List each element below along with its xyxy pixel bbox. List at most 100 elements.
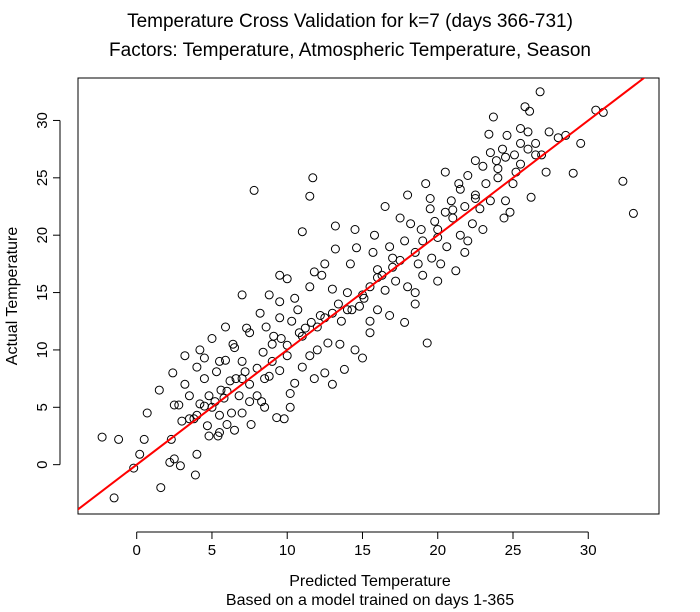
data-point xyxy=(541,167,551,177)
data-point xyxy=(290,293,300,303)
data-point xyxy=(576,138,586,148)
data-point xyxy=(330,244,340,254)
data-point xyxy=(275,270,285,280)
data-point xyxy=(199,374,209,384)
data-point xyxy=(285,389,295,398)
data-point xyxy=(207,334,217,343)
data-point xyxy=(267,356,277,366)
data-point xyxy=(380,202,390,211)
data-point xyxy=(231,374,241,384)
data-point xyxy=(470,190,480,200)
data-point xyxy=(470,156,480,166)
data-point xyxy=(297,362,307,372)
data-point xyxy=(418,236,428,246)
data-point xyxy=(502,130,512,140)
data-point xyxy=(290,378,300,388)
data-point xyxy=(312,345,322,355)
data-point xyxy=(421,179,431,189)
data-point xyxy=(315,311,325,320)
y-axis: 0 5 10 15 20 25 30 xyxy=(34,112,61,469)
data-point xyxy=(440,207,450,217)
data-point xyxy=(327,284,337,294)
data-point xyxy=(237,408,247,418)
data-point xyxy=(199,353,209,363)
data-point xyxy=(342,305,352,315)
data-point xyxy=(335,339,345,349)
data-point xyxy=(245,397,255,407)
data-point xyxy=(499,213,509,223)
data-point xyxy=(478,161,488,171)
data-point xyxy=(365,328,375,338)
data-point xyxy=(544,127,554,137)
data-point xyxy=(373,265,382,275)
data-point xyxy=(215,428,224,437)
data-point xyxy=(455,184,465,194)
data-point xyxy=(245,379,255,389)
data-point xyxy=(260,374,270,384)
data-point xyxy=(287,316,297,326)
data-point xyxy=(365,316,375,326)
data-point xyxy=(207,402,217,412)
data-point xyxy=(481,179,491,189)
data-point xyxy=(531,138,541,148)
data-point xyxy=(279,414,289,424)
data-point xyxy=(628,208,638,218)
data-point xyxy=(516,138,525,148)
data-point xyxy=(531,150,541,160)
x-tick-label: 0 xyxy=(133,542,141,559)
y-tick-label: 5 xyxy=(34,403,51,411)
data-point xyxy=(275,297,285,307)
data-point xyxy=(403,190,413,200)
data-point xyxy=(365,282,375,292)
data-point xyxy=(418,270,428,280)
data-point xyxy=(463,236,473,246)
data-point xyxy=(516,124,525,133)
y-axis-label: Actual Temperature xyxy=(4,227,21,366)
data-point xyxy=(184,391,194,401)
data-point xyxy=(169,400,179,410)
data-point xyxy=(537,150,547,160)
x-axis: 0 5 10 15 20 25 30 xyxy=(133,531,597,559)
data-point xyxy=(342,288,352,298)
data-point xyxy=(400,236,410,246)
data-point xyxy=(330,221,340,231)
data-point xyxy=(190,470,200,480)
data-point xyxy=(237,374,247,384)
data-point xyxy=(425,204,435,214)
data-point xyxy=(463,171,473,180)
reference-line xyxy=(78,78,646,511)
data-point xyxy=(410,288,420,298)
x-tick-label: 30 xyxy=(580,542,597,559)
data-point xyxy=(261,322,271,332)
data-point xyxy=(427,253,437,263)
data-point xyxy=(168,368,178,378)
data-point xyxy=(175,461,185,471)
data-point xyxy=(309,374,319,384)
data-point xyxy=(306,317,316,327)
data-point xyxy=(451,266,461,276)
data-point xyxy=(258,347,268,357)
data-point xyxy=(448,205,458,215)
data-point xyxy=(535,87,545,97)
y-tick-label: 20 xyxy=(34,227,51,244)
data-point xyxy=(177,416,187,426)
data-point xyxy=(488,112,498,122)
data-point xyxy=(114,434,124,444)
x-tick-label: 25 xyxy=(505,542,522,559)
data-point xyxy=(406,219,416,229)
data-point xyxy=(309,267,319,277)
x-tick-label: 5 xyxy=(208,542,216,559)
data-point xyxy=(430,216,440,226)
data-point xyxy=(320,259,330,269)
data-point xyxy=(485,196,495,206)
data-point xyxy=(246,420,256,429)
data-point xyxy=(568,168,578,178)
chart-subtitle: Factors: Temperature, Atmospheric Temper… xyxy=(109,40,591,61)
data-point xyxy=(327,379,337,389)
data-point xyxy=(221,355,230,365)
data-point xyxy=(180,379,190,389)
data-point xyxy=(260,402,270,412)
data-point xyxy=(491,156,501,166)
chart-title: Temperature Cross Validation for k=7 (da… xyxy=(127,11,573,32)
